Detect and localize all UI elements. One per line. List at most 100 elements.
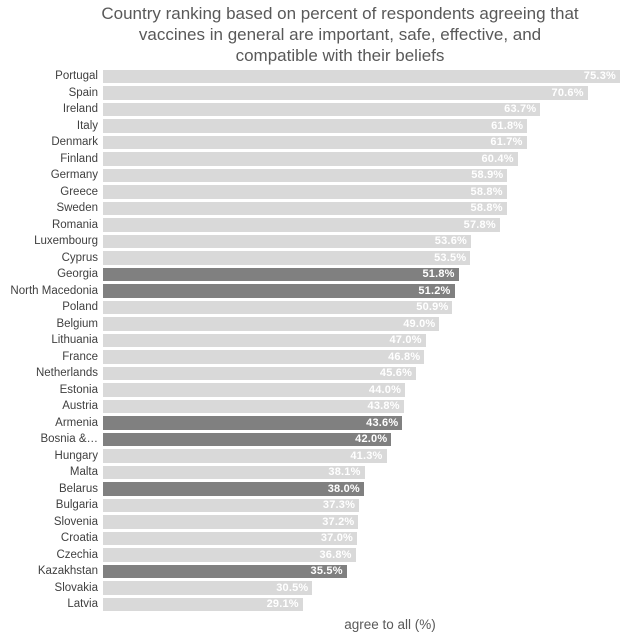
bar-track: 44.0% — [103, 383, 620, 397]
bar: 41.3% — [103, 449, 387, 463]
country-label: Armenia — [55, 416, 98, 429]
bar-chart: Portugal 75.3% Spain 70.6% Ireland 63.7% Italy… — [0, 68, 623, 613]
bar-value-label: 47.0% — [389, 334, 422, 347]
bar: 29.1% — [103, 597, 303, 611]
bar-value-label: 35.5% — [310, 565, 343, 578]
bar: 58.8% — [103, 185, 507, 199]
country-label: Cyprus — [61, 251, 98, 264]
bar-track: 38.0% — [103, 482, 620, 496]
bar-track: 30.5% — [103, 581, 620, 595]
bar-value-label: 58.9% — [471, 169, 504, 182]
bar-track: 46.8% — [103, 350, 620, 364]
bar: 61.8% — [103, 119, 528, 133]
bar-track: 61.7% — [103, 135, 620, 149]
country-label: Belarus — [59, 482, 98, 495]
bar-value-label: 38.1% — [328, 466, 361, 479]
bar: 43.8% — [103, 399, 404, 413]
bar-row: Armenia 43.6% — [8, 415, 620, 432]
bar-highlighted: 35.5% — [103, 564, 347, 578]
bar-track: 37.3% — [103, 498, 620, 512]
bar-track: 70.6% — [103, 86, 620, 100]
bar-track: 51.8% — [103, 267, 620, 281]
bar-row: Latvia 29.1% — [8, 596, 620, 613]
bar-row: Romania 57.8% — [8, 217, 620, 234]
bar-value-label: 58.8% — [470, 202, 503, 215]
bar: 57.8% — [103, 218, 500, 232]
bar: 50.9% — [103, 300, 453, 314]
bar-highlighted: 38.0% — [103, 482, 364, 496]
bar: 75.3% — [103, 69, 620, 83]
bar-track: 42.0% — [103, 432, 620, 446]
bar-track: 36.8% — [103, 548, 620, 562]
bar-track: 60.4% — [103, 152, 620, 166]
bar-track: 58.8% — [103, 201, 620, 215]
bar-value-label: 44.0% — [368, 383, 402, 396]
country-label: France — [62, 350, 98, 363]
bar-row: Luxembourg 53.6% — [8, 233, 620, 250]
bar-row: Netherlands 45.6% — [8, 365, 620, 382]
bar-value-label: 75.3% — [583, 70, 616, 83]
bar-value-label: 63.7% — [504, 103, 537, 116]
bar-row: Lithuania 47.0% — [8, 332, 620, 349]
country-label: Estonia — [59, 383, 98, 396]
bar-track: 57.8% — [103, 218, 620, 232]
country-label: Portugal — [55, 70, 98, 83]
bar-value-label: 43.8% — [367, 400, 400, 413]
bar-value-label: 57.8% — [463, 218, 496, 231]
country-label: Poland — [62, 301, 98, 314]
bar: 47.0% — [103, 333, 426, 347]
chart-title-line-3: compatible with their beliefs — [235, 46, 445, 65]
country-label: Finland — [60, 152, 98, 165]
x-axis-label: agree to all (%) — [344, 616, 436, 632]
bar-highlighted: 51.8% — [103, 267, 459, 281]
country-label: Bulgaria — [55, 499, 98, 512]
bar-row: Bulgaria 37.3% — [8, 497, 620, 514]
bar: 37.3% — [103, 498, 360, 512]
bar-value-label: 37.0% — [320, 532, 354, 545]
country-label: Lithuania — [51, 334, 98, 347]
bar-value-label: 53.5% — [434, 251, 467, 264]
bar-track: 43.6% — [103, 416, 620, 430]
bar-value-label: 51.2% — [418, 284, 451, 297]
bar-track: 75.3% — [103, 69, 620, 83]
bar-value-label: 37.2% — [322, 515, 355, 528]
bar-row: Malta 38.1% — [8, 464, 620, 481]
bar-track: 37.0% — [103, 531, 620, 545]
bar-track: 37.2% — [103, 515, 620, 529]
bar-row: France 46.8% — [8, 349, 620, 366]
bar-track: 53.6% — [103, 234, 620, 248]
bar-highlighted: 43.6% — [103, 416, 403, 430]
bar: 37.2% — [103, 515, 359, 529]
bar-row: Cyprus 53.5% — [8, 250, 620, 267]
bar-value-label: 61.7% — [490, 136, 523, 149]
country-label: Slovenia — [53, 515, 98, 528]
bar-track: 38.1% — [103, 465, 620, 479]
bar-row: Austria 43.8% — [8, 398, 620, 415]
bar-value-label: 58.8% — [470, 185, 503, 198]
bar-value-label: 36.8% — [319, 548, 352, 561]
bar-track: 58.8% — [103, 185, 620, 199]
bar-highlighted: 42.0% — [103, 432, 392, 446]
bar-value-label: 38.0% — [327, 482, 360, 495]
bar-row: Hungary 41.3% — [8, 448, 620, 465]
bar-row: Sweden 58.8% — [8, 200, 620, 217]
country-label: Kazakhstan — [37, 565, 98, 578]
bar-value-label: 50.9% — [416, 301, 449, 314]
chart-title-line-2: vaccines in general are important, safe,… — [138, 25, 542, 44]
bar: 63.7% — [103, 102, 541, 116]
country-label: Bosnia &… — [40, 433, 98, 446]
bar-value-label: 70.6% — [551, 86, 584, 99]
bar-value-label: 41.3% — [350, 449, 383, 462]
country-label: Georgia — [57, 268, 98, 281]
bar: 45.6% — [103, 366, 417, 380]
bar: 53.6% — [103, 234, 471, 248]
country-label: Denmark — [51, 136, 98, 149]
country-label: Netherlands — [35, 367, 98, 380]
bar: 58.8% — [103, 201, 507, 215]
bar-track: 58.9% — [103, 168, 620, 182]
country-label: Romania — [51, 218, 98, 231]
bar-value-label: 42.0% — [355, 433, 388, 446]
bar-row: Bosnia &… 42.0% — [8, 431, 620, 448]
bar: 53.5% — [103, 251, 471, 265]
